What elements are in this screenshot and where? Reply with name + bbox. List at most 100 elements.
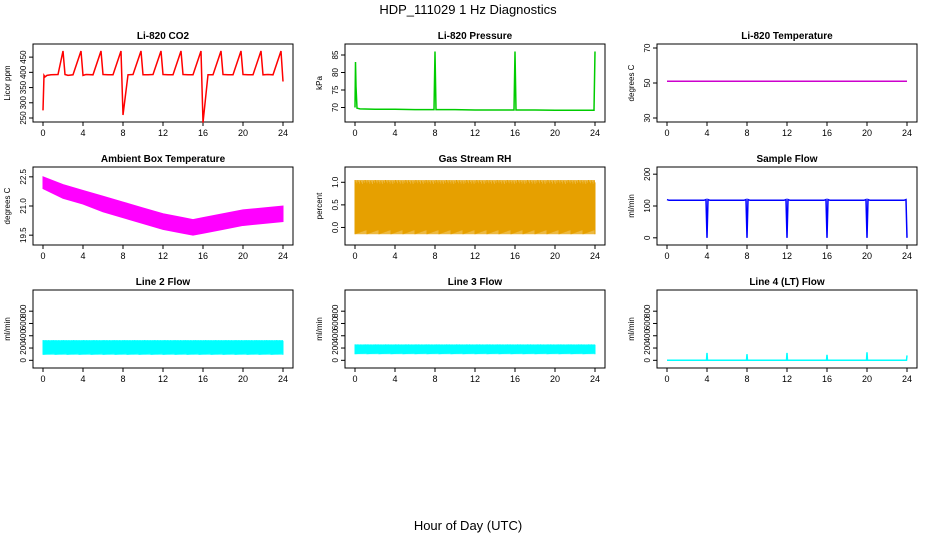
y-tick-label: 0 xyxy=(643,358,652,363)
x-tick-label: 24 xyxy=(902,251,912,261)
x-tick-label: 0 xyxy=(352,251,357,261)
panel-title: Gas Stream RH xyxy=(439,154,512,165)
x-tick-label: 12 xyxy=(470,251,480,261)
y-axis-label: ml/min xyxy=(627,194,636,218)
x-tick-label: 12 xyxy=(782,128,792,138)
y-tick-label: 70 xyxy=(643,43,652,52)
y-tick-label: 30 xyxy=(643,113,652,122)
chart-panel-3: Li-820 Temperature degrees C 0 4 8 12 16 20 24 30… xyxy=(627,31,918,138)
x-tick-label: 8 xyxy=(120,128,125,138)
y-tick-label: 21.0 xyxy=(19,198,28,214)
x-tick-label: 20 xyxy=(238,374,248,384)
y-tick-label: 600 xyxy=(19,316,28,330)
y-tick-label: 70 xyxy=(331,103,340,112)
figure-title: HDP_111029 1 Hz Diagnostics xyxy=(379,2,557,17)
x-tick-label: 8 xyxy=(744,374,749,384)
x-tick-label: 24 xyxy=(278,374,288,384)
chart-panel-4: Ambient Box Temperature degrees C 0 4 8 12 16 2… xyxy=(3,154,294,261)
x-tick-label: 12 xyxy=(158,251,168,261)
y-tick-label: 400 xyxy=(19,329,28,343)
data-band-fill xyxy=(43,340,283,355)
y-tick-label: 300 xyxy=(19,96,28,110)
y-tick-label: 50 xyxy=(643,78,652,87)
x-tick-label: 0 xyxy=(352,128,357,138)
x-tick-label: 12 xyxy=(782,251,792,261)
y-tick-label: 0.5 xyxy=(331,199,340,211)
y-axis-label: degrees C xyxy=(3,187,12,224)
y-tick-label: 0.0 xyxy=(331,221,340,233)
x-tick-label: 8 xyxy=(744,128,749,138)
y-axis-label: ml/min xyxy=(315,317,324,341)
x-tick-label: 4 xyxy=(392,251,397,261)
x-tick-label: 0 xyxy=(352,374,357,384)
x-tick-label: 24 xyxy=(902,128,912,138)
x-tick-label: 16 xyxy=(198,251,208,261)
x-tick-label: 24 xyxy=(278,251,288,261)
x-tick-label: 16 xyxy=(510,251,520,261)
plot-frame xyxy=(344,289,606,369)
x-tick-label: 4 xyxy=(80,128,85,138)
y-axis-label: kPa xyxy=(315,76,324,90)
x-tick-label: 16 xyxy=(822,374,832,384)
y-tick-label: 80 xyxy=(331,68,340,77)
y-axis-label: ml/min xyxy=(627,317,636,341)
x-tick-label: 24 xyxy=(590,251,600,261)
x-tick-label: 16 xyxy=(510,128,520,138)
panel-title: Li-820 Temperature xyxy=(741,31,833,42)
y-tick-label: 400 xyxy=(643,329,652,343)
panel-title: Li-820 CO2 xyxy=(137,31,190,42)
y-tick-label: 0 xyxy=(19,358,28,363)
x-tick-label: 4 xyxy=(704,128,709,138)
x-tick-label: 24 xyxy=(590,374,600,384)
y-tick-label: 0 xyxy=(643,235,652,240)
x-tick-label: 12 xyxy=(158,128,168,138)
y-tick-label: 350 xyxy=(19,80,28,94)
y-tick-label: 400 xyxy=(331,329,340,343)
plot-frame xyxy=(32,166,294,246)
plot-frame xyxy=(32,289,294,369)
x-tick-label: 4 xyxy=(80,374,85,384)
x-tick-label: 16 xyxy=(510,374,520,384)
x-tick-label: 0 xyxy=(40,251,45,261)
panel-title: Sample Flow xyxy=(756,154,817,165)
x-tick-label: 4 xyxy=(80,251,85,261)
x-tick-label: 16 xyxy=(198,128,208,138)
x-tick-label: 8 xyxy=(120,374,125,384)
data-series-line xyxy=(42,50,284,123)
x-tick-label: 8 xyxy=(120,251,125,261)
x-tick-label: 16 xyxy=(822,128,832,138)
y-tick-label: 200 xyxy=(643,167,652,181)
x-tick-label: 20 xyxy=(238,128,248,138)
x-tick-label: 20 xyxy=(862,128,872,138)
data-series-line xyxy=(354,51,596,112)
y-tick-label: 200 xyxy=(19,341,28,355)
y-axis-label: degrees C xyxy=(627,64,636,101)
chart-panel-6: Sample Flow ml/min 0 4 8 12 16 20 24 0 100 200 xyxy=(627,154,918,261)
y-axis-label: percent xyxy=(315,192,324,219)
x-tick-label: 20 xyxy=(862,251,872,261)
x-tick-label: 4 xyxy=(704,374,709,384)
x-tick-label: 24 xyxy=(590,128,600,138)
y-tick-label: 600 xyxy=(331,316,340,330)
data-band-fill xyxy=(355,180,595,235)
x-tick-label: 8 xyxy=(432,251,437,261)
panel-title: Line 4 (LT) Flow xyxy=(749,277,825,288)
chart-panel-2: Li-820 Pressure kPa 0 4 8 12 16 20 24 70 75 80 85 xyxy=(315,31,606,138)
x-tick-label: 0 xyxy=(40,374,45,384)
x-tick-label: 16 xyxy=(822,251,832,261)
x-tick-label: 4 xyxy=(392,128,397,138)
x-tick-label: 20 xyxy=(550,374,560,384)
x-tick-label: 8 xyxy=(432,128,437,138)
x-tick-label: 0 xyxy=(664,128,669,138)
y-tick-label: 200 xyxy=(643,341,652,355)
x-tick-label: 12 xyxy=(470,128,480,138)
x-tick-label: 0 xyxy=(664,251,669,261)
x-tick-label: 20 xyxy=(550,128,560,138)
y-tick-label: 200 xyxy=(331,341,340,355)
panel-title: Ambient Box Temperature xyxy=(101,154,226,165)
y-tick-label: 250 xyxy=(19,111,28,125)
x-tick-label: 8 xyxy=(432,374,437,384)
y-tick-label: 800 xyxy=(331,304,340,318)
chart-panel-5: Gas Stream RH percent 0 4 8 12 16 20 24 0.0 0.5 1.0 xyxy=(315,154,606,261)
